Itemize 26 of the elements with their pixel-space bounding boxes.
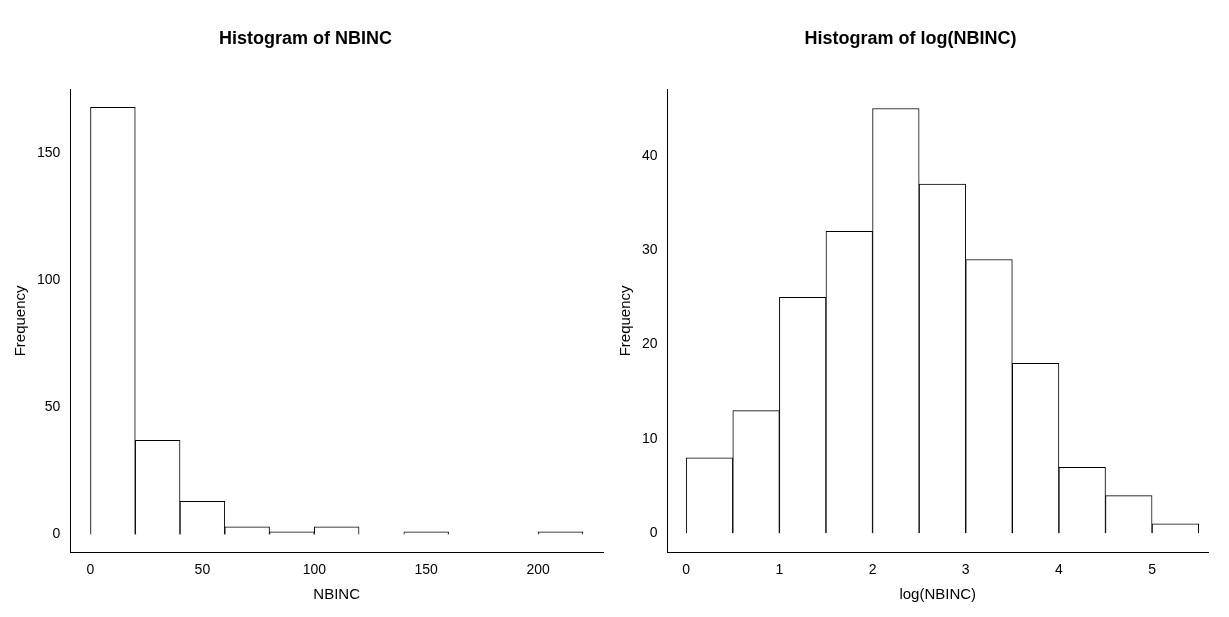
x-tick-label: 4 — [1055, 561, 1064, 578]
x-tick-label: 50 — [194, 561, 211, 578]
x-tick-label: 150 — [414, 561, 439, 578]
x-tick-label: 3 — [961, 561, 970, 578]
y-tick-label: 50 — [44, 398, 61, 415]
y-tick-label: 20 — [641, 335, 658, 352]
x-tick-label: 1 — [775, 561, 784, 578]
y-tick-label: 30 — [641, 240, 658, 257]
y-axis-title: Frequency — [11, 284, 29, 357]
x-tick-label: 2 — [868, 561, 877, 578]
y-tick-label: 40 — [641, 146, 658, 163]
y-axis-title: Frequency — [616, 284, 634, 357]
x-axis-title: NBINC — [313, 585, 361, 603]
y-tick-label: 150 — [37, 144, 61, 160]
x-tick-label: 0 — [682, 561, 691, 578]
y-tick-label: 10 — [641, 429, 658, 446]
x-tick-label: 200 — [526, 561, 550, 578]
x-tick-label: 0 — [86, 561, 95, 578]
chart-title: Histogram of log(NBINC) — [804, 27, 1017, 48]
x-axis-title: log(NBINC) — [899, 585, 977, 603]
x-tick-label: 5 — [1148, 561, 1157, 578]
y-tick-label: 0 — [649, 524, 658, 541]
y-tick-label: 100 — [37, 271, 61, 288]
x-tick-label: 100 — [302, 561, 327, 578]
chart-title: Histogram of NBINC — [218, 27, 393, 48]
y-tick-label: 0 — [52, 525, 61, 542]
